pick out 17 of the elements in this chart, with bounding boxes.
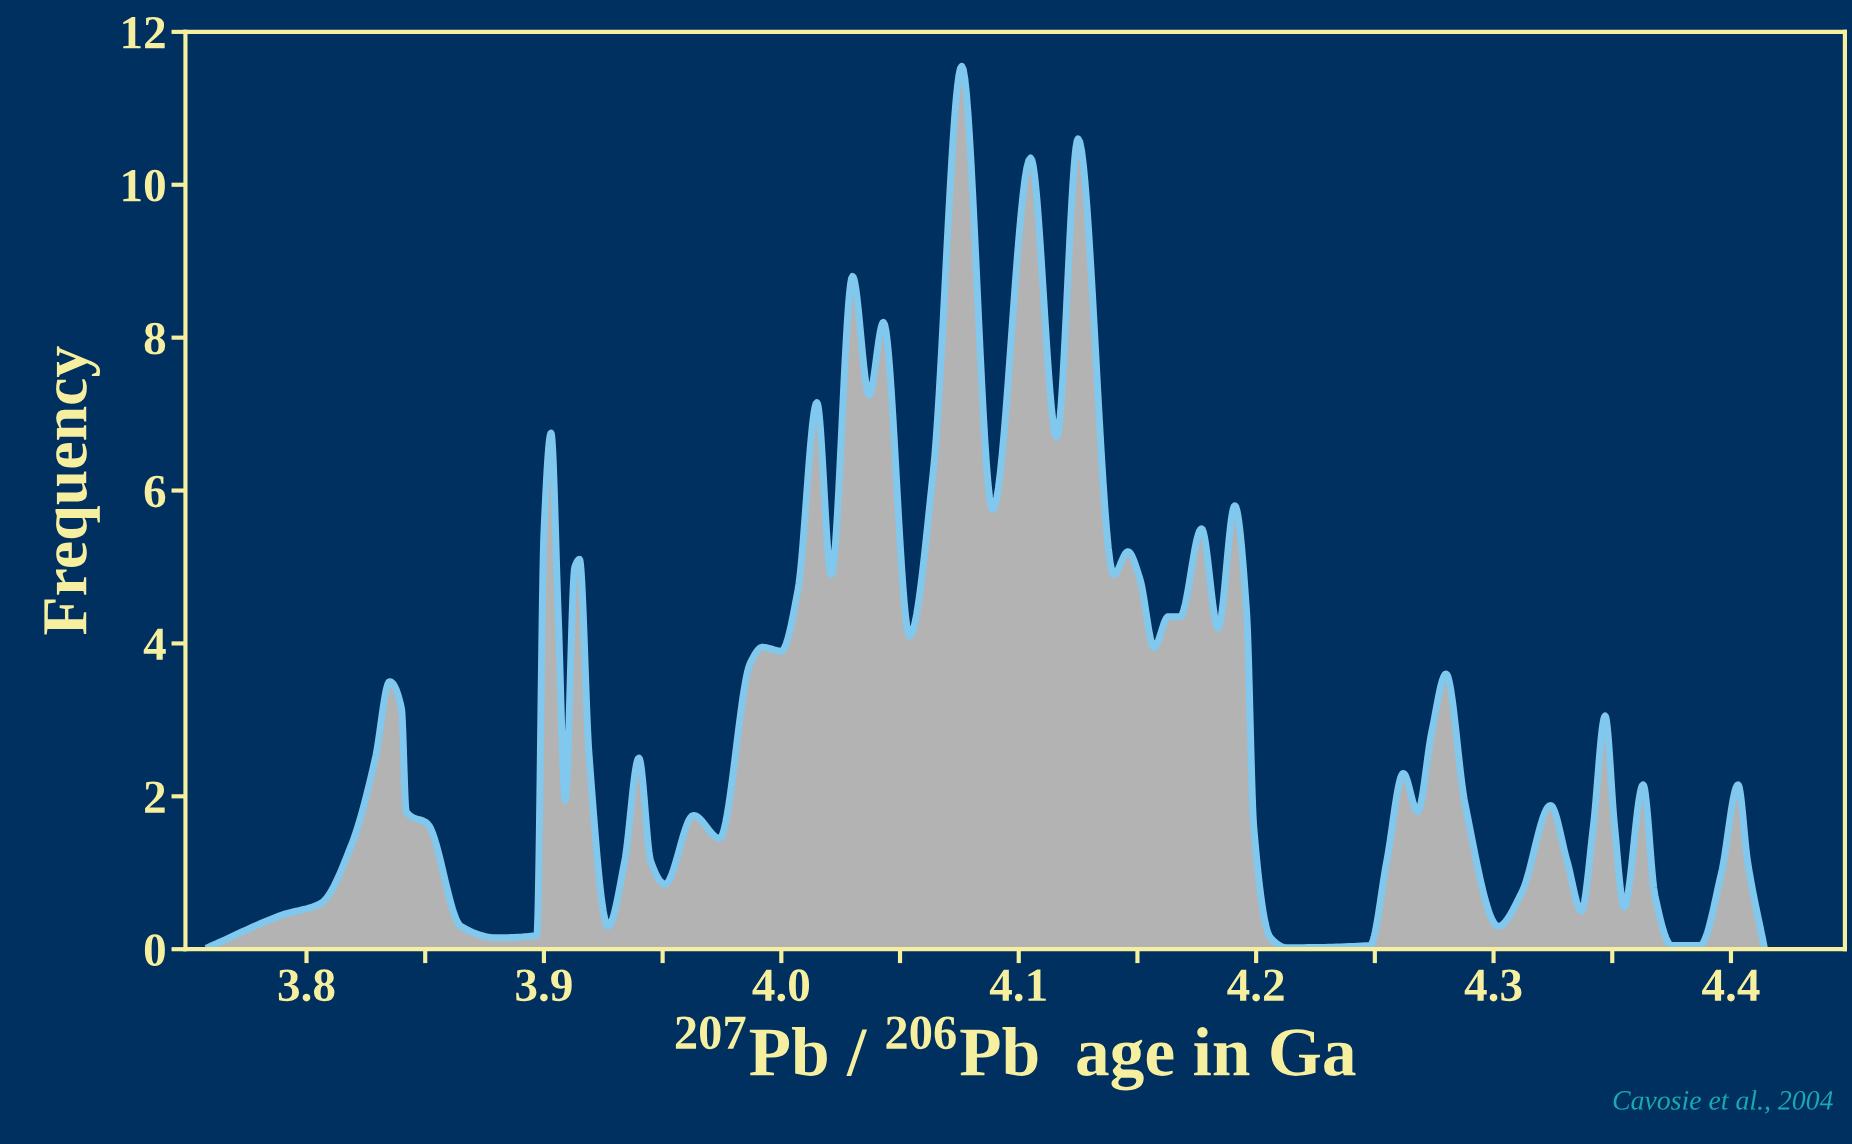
y-tick-label: 6 [144, 475, 166, 508]
y-tick-label: 10 [123, 169, 165, 202]
x-axis-title: $^{207}$Pb / $^{206}$Pb age in Ga [675, 1016, 1356, 1091]
x-tick-label: 4.1 [989, 969, 1046, 1002]
y-tick-label: 4 [143, 628, 166, 660]
x-tick-label: 3.8 [278, 969, 335, 1002]
y-tick-label: 8 [144, 322, 166, 355]
x-tick-label: 4.2 [1227, 969, 1284, 1002]
y-tick-label: 0 [144, 934, 165, 967]
x-tick-label: 4.0 [752, 969, 810, 1002]
x-tick-label: 4.4 [1702, 969, 1760, 1002]
y-tick-label: 12 [123, 16, 165, 49]
text: Cavosie et al., 2004 [1613, 1090, 1833, 1114]
y-axis-title: Frequency [44, 346, 101, 635]
x-tick-label: 4.3 [1464, 969, 1522, 1002]
y-tick-label: 2 [145, 781, 165, 813]
x-tick-label: 3.9 [516, 969, 572, 1002]
